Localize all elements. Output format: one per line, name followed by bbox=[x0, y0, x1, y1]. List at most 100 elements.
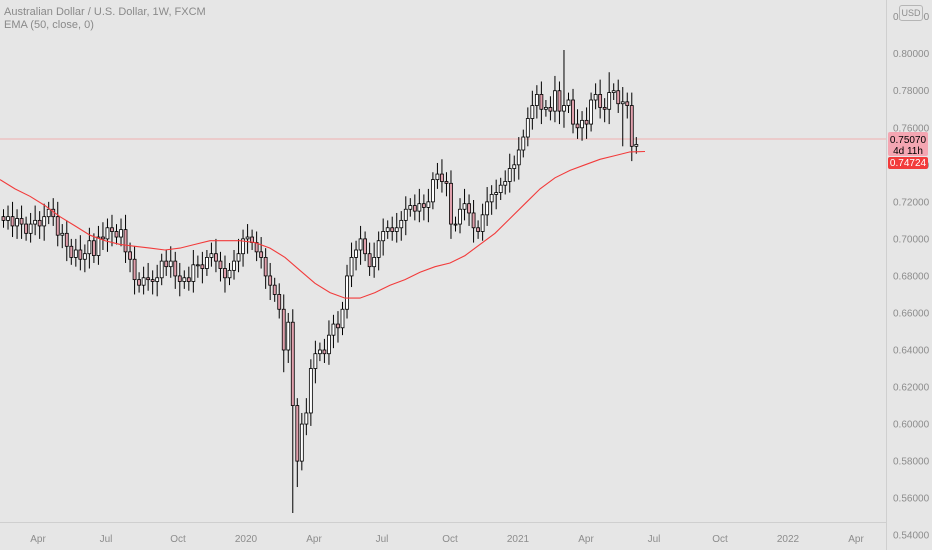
candle-body bbox=[403, 208, 408, 221]
candle-body bbox=[150, 279, 155, 282]
candle-body bbox=[1, 216, 6, 221]
candle-body bbox=[485, 201, 490, 216]
ema-price-label: 0.74724 bbox=[890, 158, 927, 169]
x-tick-label: Oct bbox=[170, 534, 186, 545]
candle-body bbox=[313, 353, 318, 369]
candle-body bbox=[345, 275, 349, 310]
y-tick-label: 0.70000 bbox=[893, 234, 930, 245]
candle-body bbox=[92, 240, 96, 256]
candle-body bbox=[444, 181, 449, 184]
candle-body bbox=[544, 107, 548, 110]
candle-body bbox=[119, 229, 123, 238]
countdown-label: 4d 11h bbox=[893, 146, 923, 157]
candle-body bbox=[394, 227, 399, 232]
candle-body bbox=[46, 208, 51, 218]
candle-body bbox=[259, 251, 264, 258]
candle-body bbox=[421, 203, 426, 208]
candle-body bbox=[227, 269, 232, 279]
candle-body bbox=[327, 334, 331, 355]
symbol-title[interactable]: Australian Dollar / U.S. Dollar, 1W, FXC… bbox=[4, 6, 206, 18]
candle-body bbox=[123, 229, 128, 253]
last-price-label: 0.75070 bbox=[890, 135, 927, 146]
time-axis[interactable]: Apr Jul Oct 2020 Apr Jul Oct 2021 Apr Jul Oct 2022 A… bbox=[30, 534, 864, 545]
candle-body bbox=[101, 236, 105, 240]
candle-body bbox=[611, 90, 616, 93]
candle-body bbox=[304, 412, 309, 425]
candle-body bbox=[105, 227, 110, 240]
x-tick-label: Oct bbox=[442, 534, 458, 545]
candle-body bbox=[78, 249, 83, 260]
y-tick-label: 0.64000 bbox=[893, 346, 930, 357]
candle-body bbox=[512, 164, 517, 169]
candle-body bbox=[159, 260, 164, 279]
candle-body bbox=[625, 101, 630, 106]
ema-line bbox=[0, 150, 646, 299]
y-tick-label: 0.58000 bbox=[893, 457, 930, 468]
candle-body bbox=[168, 260, 173, 268]
y-tick-label: 0.78000 bbox=[893, 86, 930, 97]
y-tick-label: 0.80000 bbox=[893, 49, 930, 60]
ema-indicator-label[interactable]: EMA (50, close, 0) bbox=[4, 19, 94, 31]
candle-body bbox=[42, 216, 47, 227]
candle-body bbox=[73, 249, 78, 258]
candle-body bbox=[137, 279, 142, 286]
candle-body bbox=[453, 223, 458, 226]
candle-body bbox=[553, 90, 557, 112]
candle-body bbox=[367, 253, 372, 268]
candle-body bbox=[218, 260, 223, 269]
candle-body bbox=[458, 208, 462, 225]
candle-body bbox=[173, 260, 178, 277]
candle-body bbox=[295, 405, 300, 462]
x-tick-label: 2020 bbox=[235, 534, 258, 545]
candle-body bbox=[503, 181, 508, 186]
candle-body bbox=[317, 349, 322, 355]
candle-body bbox=[449, 182, 453, 225]
candle-body bbox=[87, 240, 92, 255]
candle-body bbox=[489, 194, 494, 203]
candle-body bbox=[471, 212, 476, 229]
currency-button[interactable]: USD bbox=[899, 5, 923, 21]
candle-body bbox=[308, 368, 313, 414]
candle-body bbox=[200, 264, 205, 269]
candle-body bbox=[516, 149, 521, 166]
candle-body bbox=[494, 192, 499, 195]
y-tick-label: 0.72000 bbox=[893, 197, 930, 208]
candle-body bbox=[60, 232, 65, 236]
ema-price-tag: 0.74724 bbox=[888, 157, 928, 169]
y-tick-label: 0.56000 bbox=[893, 494, 930, 505]
candle-body bbox=[272, 284, 277, 295]
y-tick-label: 0.66000 bbox=[893, 308, 930, 319]
candle-body bbox=[602, 107, 607, 110]
candle-body bbox=[186, 277, 191, 282]
candle-body bbox=[575, 123, 580, 129]
candle-body bbox=[236, 253, 241, 262]
price-axis[interactable]: 0.54000 0.56000 0.58000 0.60000 0.62000 0.640… bbox=[893, 12, 930, 542]
candle-body bbox=[507, 168, 512, 182]
candle-body bbox=[128, 251, 132, 260]
candle-body bbox=[498, 184, 503, 193]
candle-body bbox=[562, 105, 566, 112]
candle-body bbox=[412, 205, 417, 212]
candle-body bbox=[629, 105, 634, 147]
candle-body bbox=[408, 205, 413, 210]
candle-body bbox=[164, 260, 169, 268]
candle-body bbox=[232, 260, 236, 271]
candle-body bbox=[299, 423, 304, 462]
candle-body bbox=[322, 349, 327, 355]
candle-body bbox=[557, 90, 562, 112]
candle-body bbox=[331, 323, 336, 336]
candle-body bbox=[214, 253, 218, 262]
candle-body bbox=[435, 173, 440, 181]
candle-body bbox=[28, 223, 33, 234]
candle-body bbox=[146, 277, 151, 281]
candle-body bbox=[571, 99, 575, 125]
x-tick-label: Jul bbox=[376, 534, 389, 545]
candle-body bbox=[539, 94, 544, 110]
candle-body bbox=[15, 218, 19, 227]
candle-body bbox=[376, 240, 381, 258]
candle-body bbox=[268, 275, 273, 286]
x-tick-label: Apr bbox=[578, 534, 594, 545]
candle-body bbox=[37, 219, 42, 227]
